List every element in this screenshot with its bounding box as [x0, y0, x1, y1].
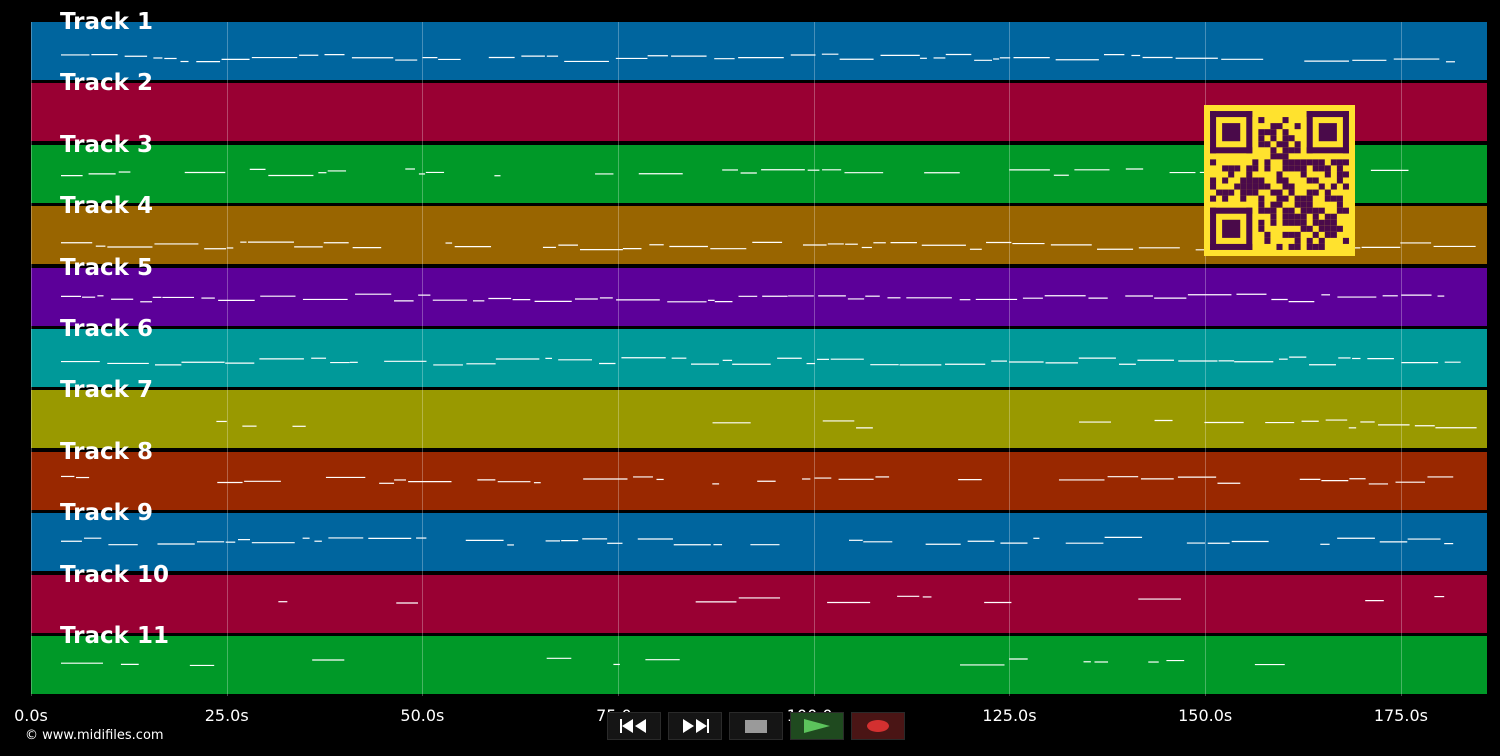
copyright-text: © www.midifiles.com: [25, 728, 164, 743]
record-button[interactable]: [851, 712, 905, 740]
track-notes: [61, 168, 1409, 177]
tick-label: 125.0s: [982, 706, 1037, 725]
play-icon: [804, 719, 830, 733]
gridline: [618, 22, 620, 696]
tick-label: 50.0s: [400, 706, 445, 725]
track-lane: [31, 636, 1487, 694]
gridline: [1205, 22, 1207, 696]
qr-code: [1204, 105, 1355, 256]
track-label: Track 1: [60, 9, 153, 35]
track-lane: [31, 267, 1487, 326]
fast-forward-icon: [683, 719, 709, 733]
gridline: [31, 22, 32, 696]
track-label: Track 2: [60, 70, 153, 97]
gridline: [1009, 22, 1011, 696]
track-notes: [61, 475, 1454, 485]
track-notes: [216, 419, 1477, 429]
track-label: Track 7: [60, 377, 153, 404]
track-notes: [61, 657, 1285, 667]
track-notes: [61, 356, 1461, 366]
track-notes: [278, 595, 1445, 604]
track-notes: [61, 293, 1445, 302]
rewind-icon: [620, 719, 646, 733]
track-label: Track 5: [60, 254, 153, 281]
tick-label: 0.0s: [14, 706, 48, 725]
track-label: Track 3: [60, 131, 153, 158]
track-lane: [31, 513, 1487, 572]
tick-label: 150.0s: [1178, 706, 1233, 725]
stop-button[interactable]: [729, 712, 783, 740]
tick-label: 25.0s: [204, 706, 249, 725]
track-lane: [31, 390, 1487, 449]
track-lane: [31, 574, 1487, 633]
tick-label: 175.0s: [1373, 706, 1428, 725]
track-label: Track 6: [60, 316, 153, 342]
track-label: Track 11: [60, 623, 169, 649]
record-icon: [867, 720, 889, 732]
gridline: [1400, 22, 1402, 696]
track-label: Track 8: [60, 438, 153, 465]
track-notes: [61, 536, 1454, 546]
track-lane: [31, 329, 1487, 387]
gridline: [226, 22, 228, 696]
track-label: Track 9: [60, 500, 153, 527]
track-label: Track 4: [60, 193, 153, 220]
play-button[interactable]: [790, 712, 844, 740]
gridline: [422, 22, 424, 696]
track-lane: [31, 451, 1487, 510]
fast-forward-button[interactable]: [668, 712, 722, 740]
gridline: [813, 22, 815, 696]
stop-icon: [745, 719, 767, 733]
qr-code-image: [1210, 111, 1349, 250]
rewind-button[interactable]: [607, 712, 661, 740]
track-lane: [31, 22, 1487, 80]
track-notes: [61, 53, 1455, 63]
track-label: Track 10: [60, 561, 169, 588]
